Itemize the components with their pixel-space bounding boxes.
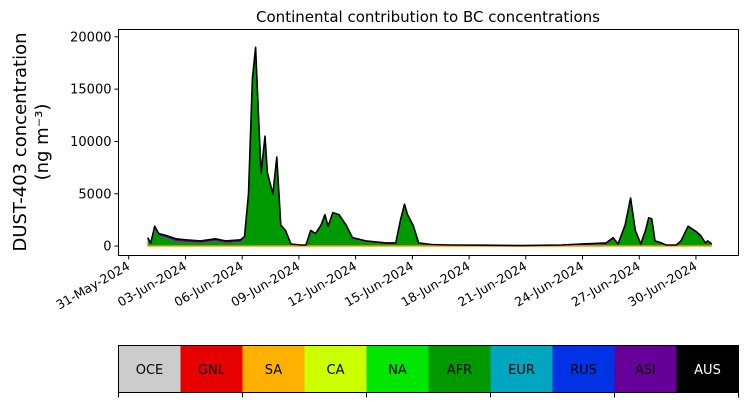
legend-frame (118, 345, 739, 393)
legend-swatch-afr (428, 345, 491, 393)
legend-swatch-eur (490, 345, 553, 393)
legend-label-ca: CA (327, 363, 345, 378)
total-line (146, 46, 713, 247)
legend-swatch-rus (552, 345, 615, 393)
legend-label-gnl: GNL (198, 363, 226, 378)
legend-label-asi: ASI (635, 363, 656, 378)
legend-swatch-gnl (180, 345, 243, 393)
legend-swatch-sa (242, 345, 305, 393)
legend-swatch-na (366, 345, 429, 393)
chart-title: Continental contribution to BC concentra… (256, 8, 600, 26)
y-tick-label: 10000 (70, 135, 111, 150)
legend-swatch-asi (614, 345, 677, 393)
legend-swatch-oce (118, 345, 181, 393)
legend-label-afr: AFR (447, 363, 472, 378)
legend-swatch-aus (676, 345, 739, 393)
legend-swatch-ca (304, 345, 367, 393)
plot-frame (118, 29, 739, 256)
legend-label-eur: EUR (508, 363, 535, 378)
y-tick-label: 15000 (70, 83, 111, 98)
x-axis: 31-May-202403-Jun-202406-Jun-202409-Jun-… (53, 255, 699, 312)
y-axis-label-line2: (ng m⁻³) (32, 104, 53, 181)
legend-label-sa: SA (265, 363, 282, 378)
region-color-legend: OCE GNL SA CA NA AFR EUR RUS ASI AUS (118, 345, 739, 398)
legend-label-aus: AUS (694, 363, 721, 378)
legend-label-oce: OCE (136, 363, 164, 378)
y-axis-label-line1: DUST-403 concentration (10, 32, 31, 251)
y-tick-label: 20000 (70, 30, 111, 45)
plot-area (146, 46, 713, 247)
y-tick-label: 5000 (78, 187, 111, 202)
legend-label-rus: RUS (570, 363, 597, 378)
y-tick-label: 0 (103, 240, 111, 255)
y-axis: 0 5000 10000 15000 20000 (70, 30, 119, 255)
legend-label-na: NA (388, 363, 407, 378)
